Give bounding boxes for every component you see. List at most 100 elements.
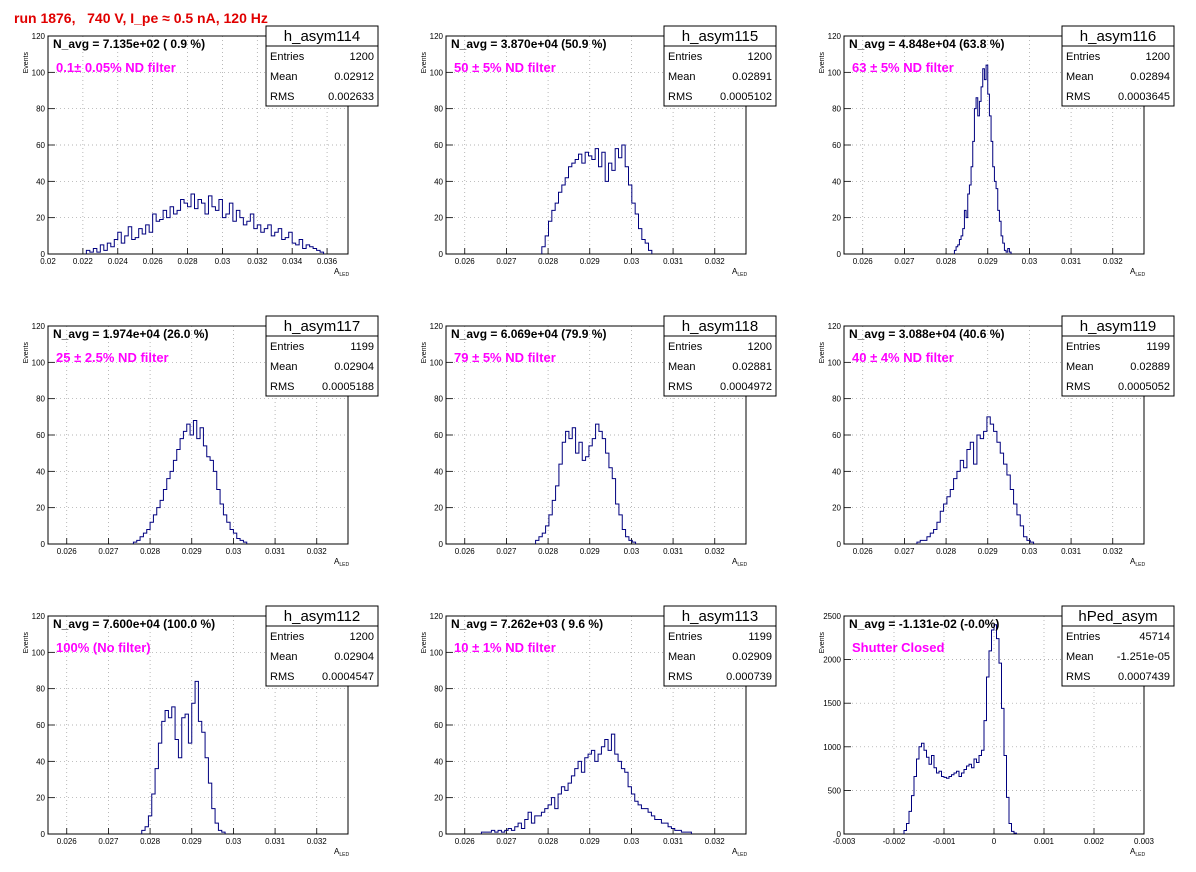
- y-tick-label: 60: [36, 721, 45, 730]
- stat-value: 0.0004972: [720, 381, 772, 393]
- x-tick-label: 0.031: [265, 837, 286, 846]
- x-tick-label: 0.029: [580, 837, 601, 846]
- y-tick-label: 500: [828, 786, 842, 795]
- stat-label: RMS: [270, 671, 294, 683]
- stat-label: Mean: [1066, 651, 1094, 663]
- stat-value: 0.02912: [334, 71, 374, 83]
- y-tick-label: 60: [832, 431, 841, 440]
- y-tick-label: 20: [434, 504, 443, 513]
- x-tick-label: 0.032: [705, 257, 726, 266]
- x-tick-label: 0.003: [1134, 837, 1155, 846]
- y-tick-label: 120: [430, 32, 444, 41]
- y-tick-label: 80: [832, 105, 841, 114]
- stat-label: Entries: [1066, 631, 1101, 643]
- y-tick-label: 0: [41, 250, 46, 259]
- stat-value: 1200: [748, 51, 772, 63]
- y-tick-label: 60: [36, 431, 45, 440]
- x-tick-label: 0.03: [1022, 257, 1038, 266]
- filter-annotation: 25 ± 2.5% ND filter: [56, 350, 169, 365]
- y-tick-label: 40: [832, 177, 841, 186]
- stat-label: Mean: [668, 71, 696, 83]
- stat-value: 0.02891: [732, 71, 772, 83]
- stats-box: [663, 45, 777, 107]
- x-tick-label: 0.029: [978, 547, 999, 556]
- stat-value: 1199: [1146, 341, 1170, 353]
- plot-area: -0.003 -0.002 -0.001 0 0.001 0.002 0.003 0 500 10…: [819, 605, 1175, 858]
- histogram-line: [903, 624, 1017, 834]
- y-tick-label: 60: [36, 141, 45, 150]
- y-tick-label: 120: [430, 322, 444, 331]
- x-tick-label: 0.002: [1084, 837, 1105, 846]
- histogram-panel: -0.003 -0.002 -0.001 0 0.001 0.002 0.003 0 500 10…: [819, 605, 1175, 858]
- x-tick-label: 0.027: [496, 837, 517, 846]
- stats-box: [265, 335, 379, 397]
- y-tick-label: 20: [832, 214, 841, 223]
- x-tick-label: 0.028: [538, 547, 559, 556]
- stats-box: [663, 625, 777, 687]
- plot-area: 0.026 0.027 0.028 0.029 0.03 0.031 0.032 0 20 40 6…: [421, 25, 777, 278]
- y-axis-title: Events: [421, 342, 428, 364]
- x-tick-label: 0.031: [663, 547, 684, 556]
- y-axis-title: Events: [819, 632, 826, 654]
- stat-value: 0.0007439: [1118, 671, 1170, 683]
- stats-box: [1061, 45, 1175, 107]
- y-tick-label: 20: [36, 504, 45, 513]
- stat-value: 0.02909: [732, 651, 772, 663]
- x-tick-label: 0.029: [182, 547, 203, 556]
- stat-label: Entries: [1066, 341, 1101, 353]
- histogram-name: h_asym112: [284, 608, 360, 625]
- stat-label: RMS: [1066, 91, 1090, 103]
- y-tick-label: 120: [430, 612, 444, 621]
- x-axis-title: ALED: [1130, 847, 1145, 858]
- x-tick-label: 0.027: [894, 257, 915, 266]
- x-tick-label: 0.028: [178, 257, 199, 266]
- y-tick-label: 2000: [823, 656, 841, 665]
- navg-title: N_avg = -1.131e-02 (-0.0%): [849, 617, 999, 631]
- navg-title: N_avg = 6.069e+04 (79.9 %): [451, 327, 606, 341]
- histogram-line: [916, 416, 1035, 544]
- stat-label: RMS: [668, 381, 692, 393]
- histogram-name: h_asym114: [284, 28, 360, 45]
- histogram-panel: 0.026 0.027 0.028 0.029 0.03 0.031 0.032 0 20 40 6…: [421, 315, 777, 568]
- histogram-panel: 0.026 0.027 0.028 0.029 0.03 0.031 0.032 0 20 40 6…: [421, 605, 777, 858]
- y-tick-label: 40: [434, 177, 443, 186]
- y-tick-label: 40: [434, 757, 443, 766]
- y-tick-label: 40: [832, 467, 841, 476]
- y-tick-label: 0: [439, 540, 444, 549]
- x-tick-label: 0.032: [705, 547, 726, 556]
- x-tick-label: 0.028: [936, 257, 957, 266]
- x-tick-label: 0.028: [538, 837, 559, 846]
- x-tick-label: 0.022: [73, 257, 94, 266]
- plot-area: 0.02 0.022 0.024 0.026 0.028 0.03 0.032 0.034 0.…: [23, 25, 379, 278]
- x-tick-label: 0.03: [215, 257, 231, 266]
- stat-value: 1200: [350, 51, 374, 63]
- stat-value: 0.0003645: [1118, 91, 1170, 103]
- filter-annotation: 40 ± 4% ND filter: [852, 350, 954, 365]
- y-tick-label: 0: [837, 540, 842, 549]
- navg-title: N_avg = 7.135e+02 ( 0.9 %): [53, 37, 205, 51]
- stat-label: RMS: [270, 91, 294, 103]
- y-tick-label: 100: [828, 358, 842, 367]
- stat-value: 45714: [1139, 631, 1170, 643]
- y-tick-label: 40: [434, 467, 443, 476]
- x-tick-label: 0.031: [663, 257, 684, 266]
- filter-annotation: Shutter Closed: [852, 640, 945, 655]
- histogram-panel: 0.02 0.022 0.024 0.026 0.028 0.03 0.032 0.034 0.…: [23, 25, 379, 278]
- y-axis-title: Events: [421, 632, 428, 654]
- histogram-line: [535, 423, 637, 544]
- plot-area: 0.026 0.027 0.028 0.029 0.03 0.031 0.032 0 20 40 6…: [819, 315, 1175, 568]
- histogram-name: hPed_asym: [1078, 608, 1157, 625]
- y-tick-label: 60: [434, 721, 443, 730]
- y-tick-label: 100: [430, 358, 444, 367]
- histogram-panel: 0.026 0.027 0.028 0.029 0.03 0.031 0.032 0 20 40 6…: [819, 25, 1175, 278]
- x-tick-label: 0.032: [307, 547, 328, 556]
- y-tick-label: 20: [832, 504, 841, 513]
- y-tick-label: 0: [41, 830, 46, 839]
- histogram-name: h_asym118: [682, 318, 758, 335]
- plot-area: 0.026 0.027 0.028 0.029 0.03 0.031 0.032 0 20 40 6…: [819, 25, 1175, 278]
- stat-value: 0.0004547: [322, 671, 374, 683]
- filter-annotation: 10 ± 1% ND filter: [454, 640, 556, 655]
- navg-title: N_avg = 7.262e+03 ( 9.6 %): [451, 617, 603, 631]
- histogram-panel: 0.026 0.027 0.028 0.029 0.03 0.031 0.032 0 20 40 6…: [819, 315, 1175, 568]
- stat-value: 0.0005188: [322, 381, 374, 393]
